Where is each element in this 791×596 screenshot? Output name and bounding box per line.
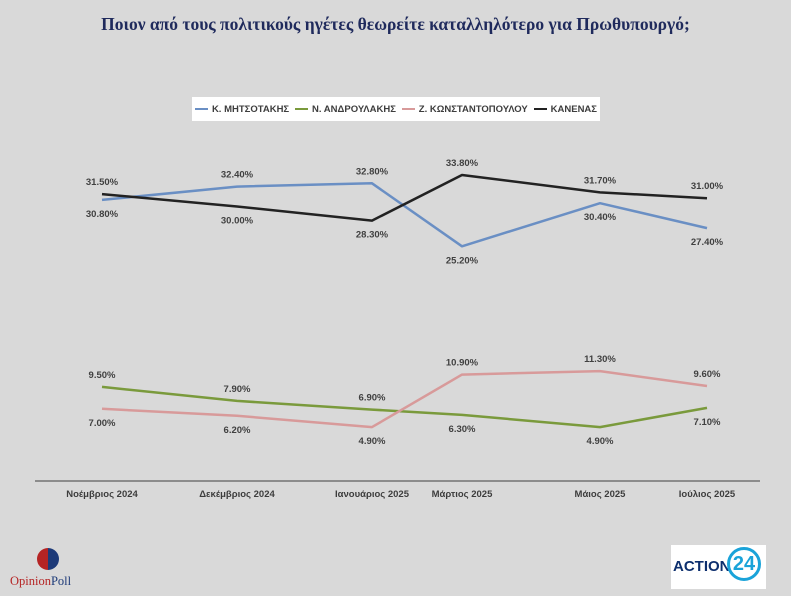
data-label: 9.60% — [694, 369, 721, 380]
data-label: 32.80% — [356, 166, 389, 177]
legend-item-konstantopoulou: Ζ. ΚΩΝΣΤΑΝΤΟΠΟΥΛΟΥ — [401, 103, 528, 115]
x-tick-label: Μάρτιος 2025 — [432, 489, 493, 500]
action24-logo-word: ACTION — [673, 558, 731, 575]
series-line-1 — [101, 385, 708, 429]
series-line-3 — [101, 173, 708, 222]
data-label: 31.50% — [86, 177, 119, 188]
data-label: 30.40% — [584, 212, 617, 223]
data-label: 25.20% — [446, 255, 479, 266]
data-label: 30.00% — [221, 216, 254, 227]
legend-swatch — [533, 108, 547, 110]
action24-logo: ACTION 24 — [671, 545, 766, 589]
legend-item-kanenas: ΚΑΝΕΝΑΣ — [533, 103, 597, 115]
data-label: 6.30% — [449, 424, 476, 435]
data-label: 28.30% — [356, 230, 389, 241]
x-tick-label: Ιανουάριος 2025 — [335, 489, 410, 500]
opinionpoll-logo-text: OpinionPoll — [10, 574, 71, 589]
series-line-0 — [101, 182, 708, 248]
data-label: 9.50% — [89, 370, 116, 381]
data-label: 11.30% — [584, 354, 616, 365]
logo-text-a: Opinion — [10, 574, 51, 588]
legend-item-mitsotakis: Κ. ΜΗΤΣΟΤΑΚΗΣ — [194, 103, 290, 115]
data-label: 32.40% — [221, 170, 254, 181]
legend-label: Ζ. ΚΩΝΣΤΑΝΤΟΠΟΥΛΟΥ — [418, 103, 528, 115]
data-label: 4.90% — [359, 436, 386, 447]
data-label: 27.40% — [691, 237, 724, 248]
data-label: 33.80% — [446, 158, 479, 169]
opinionpoll-logo: OpinionPoll — [10, 548, 90, 590]
logo-text-b: Poll — [50, 574, 72, 588]
legend-label: Ν. ΑΝΔΡΟΥΛΑΚΗΣ — [312, 103, 396, 115]
x-tick-label: Δεκέμβριος 2024 — [199, 489, 275, 500]
x-tick-label: Μάιος 2025 — [575, 489, 627, 500]
opinionpoll-logo-mark — [37, 548, 59, 570]
legend-swatch — [401, 108, 415, 110]
data-label: 7.10% — [694, 417, 721, 428]
x-tick-label: Νοέμβριος 2024 — [66, 489, 138, 500]
data-label: 7.00% — [89, 418, 116, 429]
legend-label: ΚΑΝΕΝΑΣ — [550, 103, 597, 115]
page-title: Ποιον από τους πολιτικούς ηγέτες θεωρείτ… — [101, 14, 690, 34]
data-label: 7.90% — [224, 384, 251, 395]
data-label: 4.90% — [587, 436, 614, 447]
data-label: 10.90% — [446, 358, 479, 369]
legend-label: Κ. ΜΗΤΣΟΤΑΚΗΣ — [211, 103, 290, 115]
data-label: 30.80% — [86, 209, 119, 220]
series-line-2 — [101, 369, 708, 429]
data-label: 31.70% — [584, 175, 617, 186]
legend-item-androulakis: Ν. ΑΝΔΡΟΥΛΑΚΗΣ — [295, 104, 396, 115]
data-label: 6.20% — [224, 425, 251, 436]
legend-swatch — [295, 108, 309, 110]
legend-swatch — [194, 108, 208, 110]
data-label: 6.90% — [359, 393, 386, 404]
action24-logo-number: 24 — [727, 547, 761, 581]
data-label: 31.00% — [691, 181, 724, 192]
chart-legend: Κ. ΜΗΤΣΟΤΑΚΗΣ Ν. ΑΝΔΡΟΥΛΑΚΗΣ Ζ. ΚΩΝΣΤΑΝΤ… — [192, 97, 600, 121]
x-tick-label: Ιούλιος 2025 — [679, 489, 736, 500]
